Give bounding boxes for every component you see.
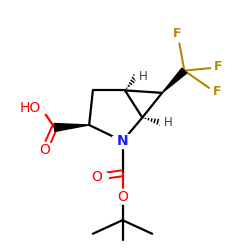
Text: F: F: [213, 85, 221, 98]
Text: F: F: [173, 27, 181, 40]
Polygon shape: [54, 124, 89, 132]
Polygon shape: [162, 68, 187, 93]
Ellipse shape: [35, 142, 54, 157]
Ellipse shape: [20, 100, 50, 116]
Ellipse shape: [160, 116, 174, 129]
Ellipse shape: [111, 134, 134, 148]
Ellipse shape: [85, 170, 108, 184]
Text: H: H: [139, 70, 148, 83]
Text: N: N: [117, 134, 128, 148]
Ellipse shape: [111, 189, 134, 204]
Text: HO: HO: [20, 101, 41, 115]
Text: O: O: [91, 170, 102, 184]
Text: O: O: [117, 190, 128, 204]
Text: O: O: [39, 143, 50, 157]
Text: H: H: [164, 116, 172, 129]
Ellipse shape: [135, 70, 150, 83]
Text: F: F: [214, 60, 222, 74]
